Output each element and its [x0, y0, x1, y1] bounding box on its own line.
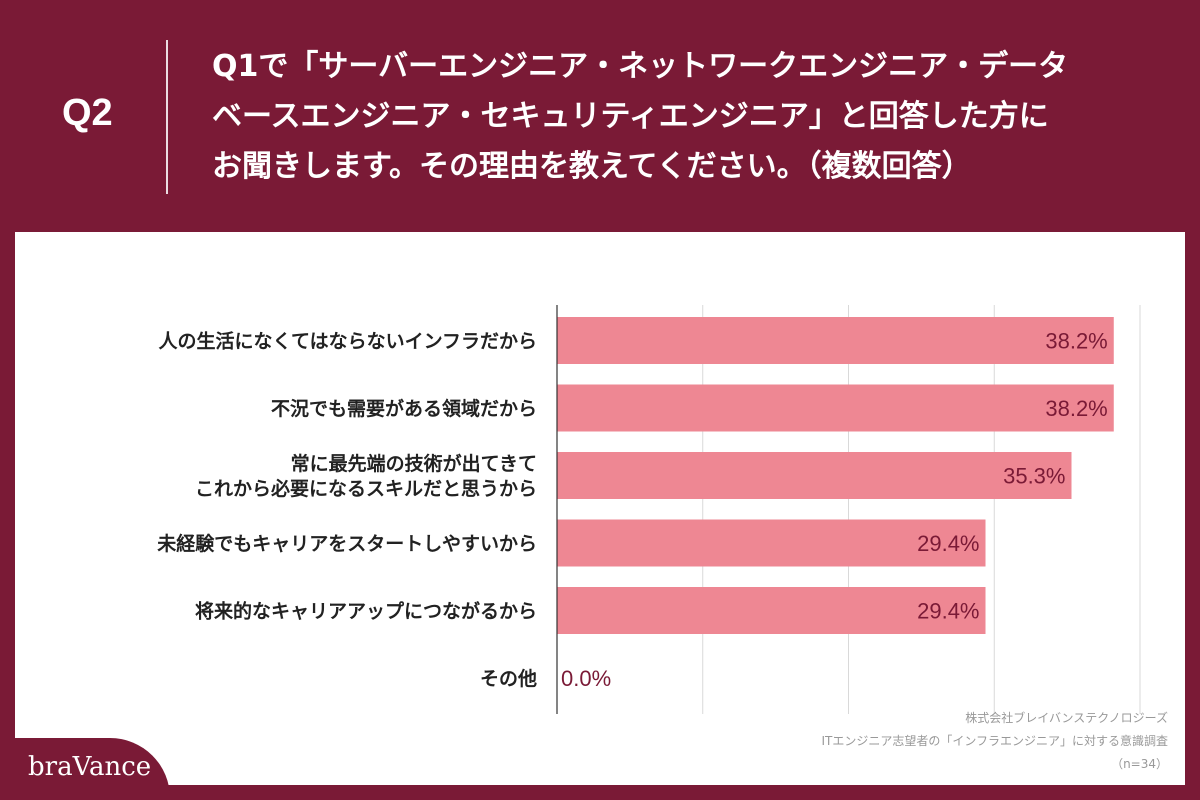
category-label: 未経験でもキャリアをスタートしやすいから — [156, 532, 537, 555]
bar — [557, 452, 1072, 499]
value-label: 38.2% — [1045, 396, 1107, 421]
value-label: 35.3% — [1003, 464, 1065, 489]
bar — [557, 317, 1114, 364]
bar — [557, 384, 1114, 432]
bar — [557, 519, 986, 567]
value-label: 29.4% — [917, 599, 979, 624]
value-label: 0.0% — [561, 666, 611, 691]
question-line: お聞きします。その理由を教えてください。（複数回答） — [212, 149, 972, 184]
bar-chart: 38.2% 人の生活になくてはならないインフラだから 38.2% 不況でも需要がある領… — [156, 305, 1141, 714]
header-divider — [166, 40, 168, 194]
question-line: Q1で「サーバーエンジニア・ネットワークエンジニア・データ — [212, 49, 1069, 84]
value-label: 29.4% — [917, 531, 979, 556]
header: Q2 Q1で「サーバーエンジニア・ネットワークエンジニア・データ ベースエンジニ… — [0, 0, 1200, 232]
category-label: 人の生活になくてはならないインフラだから — [159, 330, 537, 353]
category-label: 不況でも需要がある領域だから — [271, 397, 537, 420]
chart-panel: 38.2% 人の生活になくてはならないインフラだから 38.2% 不況でも需要がある領… — [15, 232, 1185, 785]
category-label: 将来的なキャリアアップにつながるから — [195, 600, 537, 623]
category-label: 常に最先端の技術が出てきて — [291, 452, 537, 475]
logo-tab — [0, 738, 170, 800]
category-label: これから必要になるスキルだと思うから — [195, 477, 537, 500]
category-label: その他 — [480, 667, 537, 690]
bar — [557, 587, 986, 634]
source-line: 株式会社ブレイバンステクノロジーズ — [965, 711, 1168, 725]
value-label: 38.2% — [1045, 329, 1107, 354]
question-text: Q1で「サーバーエンジニア・ネットワークエンジニア・データ ベースエンジニア・セ… — [212, 42, 1172, 192]
question-number: Q2 — [62, 92, 113, 134]
bravance-logo: braVance — [28, 752, 152, 782]
source-note: 株式会社ブレイバンステクノロジーズ ITエンジニア志望者の「インフラエンジニア」… — [821, 707, 1168, 776]
question-line: ベースエンジニア・セキュリティエンジニア」と回答した方に — [212, 99, 1049, 134]
source-line: （n=34） — [1111, 757, 1168, 771]
source-line: ITエンジニア志望者の「インフラエンジニア」に対する意識調査 — [821, 734, 1168, 748]
